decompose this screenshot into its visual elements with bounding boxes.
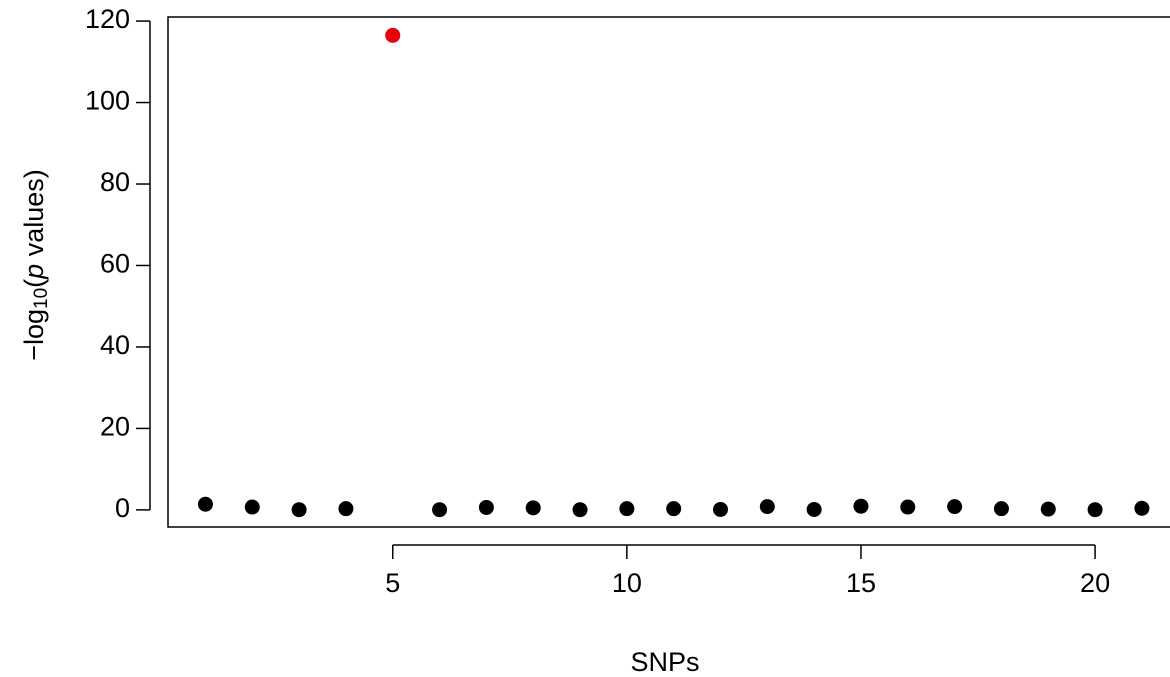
y-label-part: ( [19, 279, 49, 288]
x-axis-label: SNPs [630, 647, 699, 677]
point [619, 501, 635, 517]
x-tick-label: 5 [385, 568, 400, 598]
plot-box [167, 16, 1170, 528]
y-label-part: p [19, 264, 49, 280]
y-label-part: values) [19, 169, 49, 264]
point [197, 496, 213, 512]
point [900, 499, 916, 515]
y-tick-label: 20 [100, 412, 130, 442]
point [572, 502, 588, 518]
point [291, 502, 307, 518]
x-tick-label: 20 [1080, 568, 1110, 598]
point [1087, 502, 1103, 518]
y-tick-label: 100 [85, 86, 130, 116]
y-label-sub: 10 [31, 288, 52, 309]
point [713, 501, 729, 517]
point [666, 501, 682, 517]
x-tick-label: 10 [612, 568, 642, 598]
point [525, 500, 541, 516]
point [385, 27, 401, 43]
point [1134, 500, 1150, 516]
y-axis-label: −log10(p values) [19, 169, 52, 361]
point [478, 499, 494, 515]
point [1040, 501, 1056, 517]
y-tick-label: 120 [85, 4, 130, 34]
y-tick-label: 0 [115, 493, 130, 523]
point [759, 499, 775, 515]
point [338, 501, 354, 517]
point [947, 499, 963, 515]
y-label-part: −log [19, 309, 49, 361]
point [806, 501, 822, 517]
point [244, 499, 260, 515]
x-tick-label: 15 [846, 568, 876, 598]
y-tick-label: 40 [100, 330, 130, 360]
point [853, 498, 869, 514]
point [432, 502, 448, 518]
point [993, 501, 1009, 517]
y-tick-label: 80 [100, 167, 130, 197]
y-tick-label: 60 [100, 249, 130, 279]
